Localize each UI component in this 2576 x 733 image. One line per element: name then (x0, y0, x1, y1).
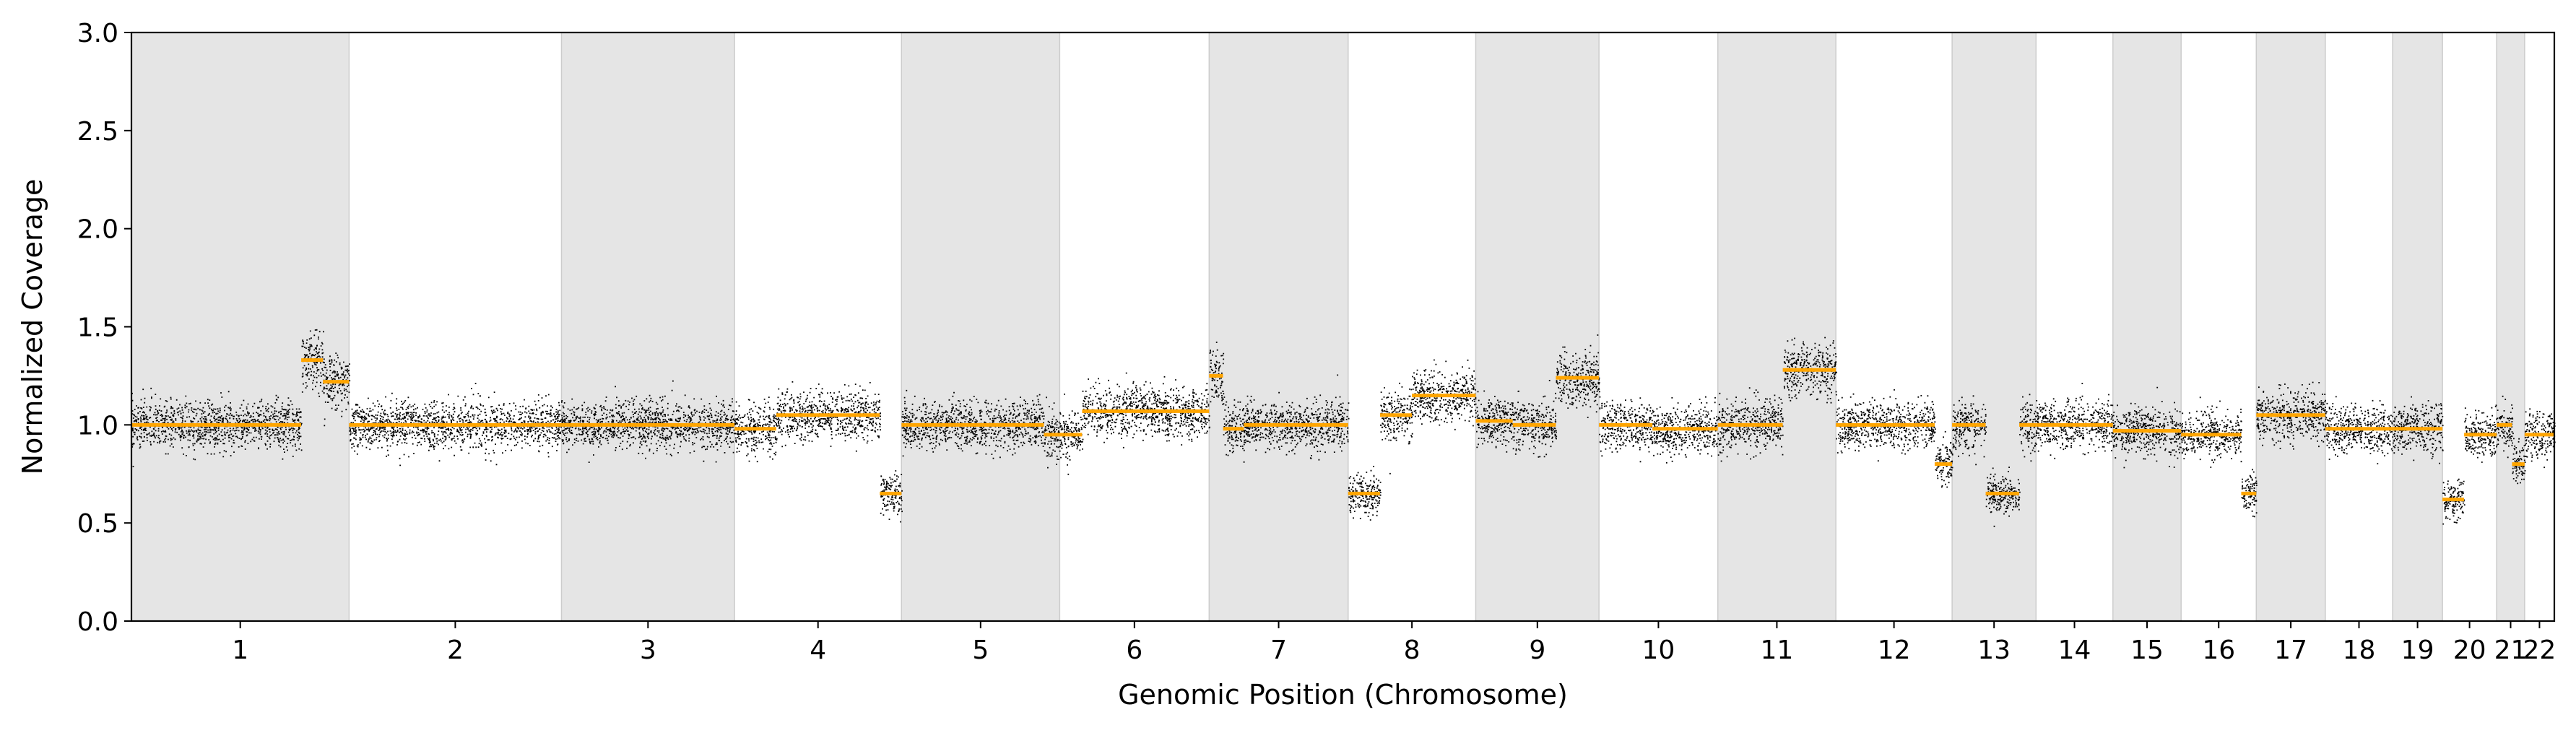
x-tick-label-chr15: 15 (2130, 636, 2164, 665)
shade-chr13 (1951, 32, 2037, 622)
x-tick-label-chr2: 2 (447, 636, 464, 665)
x-tick-label-chr20: 20 (2453, 636, 2486, 665)
y-tick-label: 0.5 (77, 509, 118, 539)
x-tick-label-chr16: 16 (2202, 636, 2235, 665)
x-tick-label-chr10: 10 (1642, 636, 1675, 665)
x-tick-label-chr9: 9 (1529, 636, 1545, 665)
x-tick-label-chr12: 12 (1878, 636, 1911, 665)
x-tick-label-chr18: 18 (2343, 636, 2376, 665)
x-tick-label-chr21: 21 (2494, 636, 2528, 665)
shade-chr15 (2112, 32, 2182, 622)
y-tick-label: 3.0 (77, 19, 118, 48)
shade-chr3 (560, 32, 735, 622)
y-tick-label: 2.5 (77, 117, 118, 147)
shade-chr11 (1717, 32, 1836, 622)
x-tick-label-chr13: 13 (1977, 636, 2011, 665)
y-axis-label: Normalized Coverage (17, 179, 48, 475)
segment-lines (131, 358, 2554, 502)
y-tick-label: 1.0 (77, 411, 118, 441)
shade-chr5 (901, 32, 1061, 622)
y-tick-label: 1.5 (77, 313, 118, 343)
shade-chr21 (2496, 32, 2525, 622)
coverage-points (131, 329, 2556, 527)
x-tick-label-chr6: 6 (1126, 636, 1142, 665)
x-tick-label-chr19: 19 (2401, 636, 2434, 665)
scatter-points (131, 329, 2556, 527)
x-tick-label-chr7: 7 (1270, 636, 1287, 665)
x-tick-label-chr3: 3 (640, 636, 656, 665)
x-tick-label-chr1: 1 (232, 636, 248, 665)
x-tick-label-chr17: 17 (2274, 636, 2307, 665)
y-tick-label: 0.0 (77, 607, 118, 637)
x-tick-label-chr11: 11 (1761, 636, 1794, 665)
x-axis-label: Genomic Position (Chromosome) (1118, 679, 1568, 711)
shade-chr7 (1208, 32, 1349, 622)
y-axis-ticks: 0.0 0.5 1.0 1.5 2.0 2.5 3.0 (77, 19, 131, 637)
shade-chr17 (2255, 32, 2326, 622)
x-tick-label-chr14: 14 (2058, 636, 2091, 665)
x-tick-label-chr8: 8 (1404, 636, 1421, 665)
x-tick-label-chr4: 4 (810, 636, 826, 665)
shade-chr19 (2392, 32, 2443, 622)
shade-chr9 (1475, 32, 1600, 622)
y-tick-label: 2.0 (77, 215, 118, 245)
x-tick-label-chr5: 5 (972, 636, 989, 665)
shade-chr1 (131, 32, 350, 622)
x-tick-label-chr22: 22 (2523, 636, 2557, 665)
chromosome-shading (131, 32, 2525, 622)
